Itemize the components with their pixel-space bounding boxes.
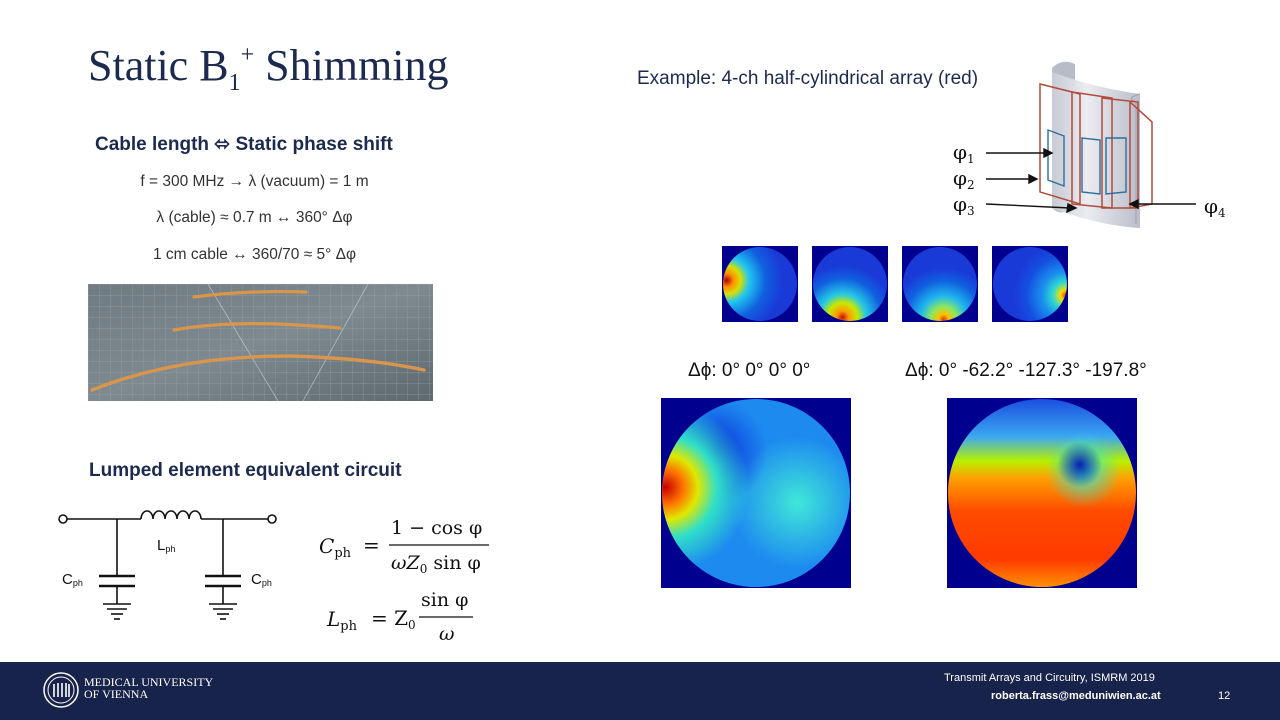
formula-l-numerator: sin φ <box>421 589 468 611</box>
email-text: roberta.frass@meduniwien.ac.at <box>991 690 1161 702</box>
coil-array-illustration: φ1 φ2 φ3 φ4 <box>953 61 1226 228</box>
line-frequency: f = 300 MHz → λ (vacuum) = 1 m <box>140 173 369 190</box>
formula-l-denominator: ω <box>439 623 455 645</box>
cap-left-label: Cph <box>62 571 83 588</box>
title-rest: Shimming <box>254 41 449 90</box>
title-superscript: + <box>240 42 255 68</box>
conference-text: Transmit Arrays and Circuitry, ISMRM 201… <box>944 672 1155 684</box>
cable-heading: Cable length ⬄ Static phase shift <box>95 134 393 155</box>
circuit-heading: Lumped element equivalent circuit <box>89 460 402 481</box>
formula-c-numerator: 1 − cos φ <box>391 517 482 539</box>
footer-bar: MEDICAL UNIVERSITY OF VIENNA Transmit Ar… <box>0 662 1280 720</box>
formula-l-lhs: Lph <box>326 607 358 634</box>
phi3-label: φ3 <box>953 192 975 218</box>
phase-label-left: Δϕ: 0° 0° 0° 0° <box>688 360 811 381</box>
title-main: Static B <box>88 41 229 90</box>
phase-label-right: Δϕ: 0° -62.2° -127.3° -197.8° <box>905 360 1147 381</box>
example-label: Example: 4-ch half-cylindrical array (re… <box>637 68 979 89</box>
title-subscript: 1 <box>228 70 241 96</box>
formula-c-lhs: Cph <box>319 534 352 561</box>
phi4-label: φ4 <box>1204 194 1226 220</box>
combined-field-map-zero-phase <box>661 398 851 588</box>
university-logo-icon <box>43 672 79 708</box>
formulas: Cph = 1 − cos φ ωZ0 sin φ Lph = Z0 sin φ… <box>319 517 489 645</box>
inductor-label: Lph <box>157 537 175 554</box>
university-name: MEDICAL UNIVERSITY OF VIENNA <box>84 676 213 700</box>
channel-field-maps <box>722 246 1068 322</box>
phi2-label: φ2 <box>953 166 975 192</box>
university-line1: MEDICAL UNIVERSITY <box>84 675 214 689</box>
combined-field-map-shimmed <box>947 398 1137 588</box>
page-number: 12 <box>1218 690 1231 702</box>
lumped-circuit-diagram: Lph Cph Cph <box>58 510 277 620</box>
cap-right-label: Cph <box>251 571 272 588</box>
cable-photo <box>88 284 433 401</box>
formula-c-denominator: ωZ0 sin φ <box>391 552 481 576</box>
slide-title: Static B1+ Shimming <box>88 40 448 97</box>
phi1-label: φ1 <box>953 140 975 166</box>
formula-l-factor: = Z0 <box>371 606 416 632</box>
university-line2: OF VIENNA <box>84 687 149 701</box>
line-cable-cm: 1 cm cable ↔ 360/70 ≈ 5° Δφ <box>152 246 357 263</box>
line-cable-wavelength: λ (cable) ≈ 0.7 m ↔ 360° Δφ <box>156 209 353 226</box>
svg-text:=: = <box>363 533 380 557</box>
